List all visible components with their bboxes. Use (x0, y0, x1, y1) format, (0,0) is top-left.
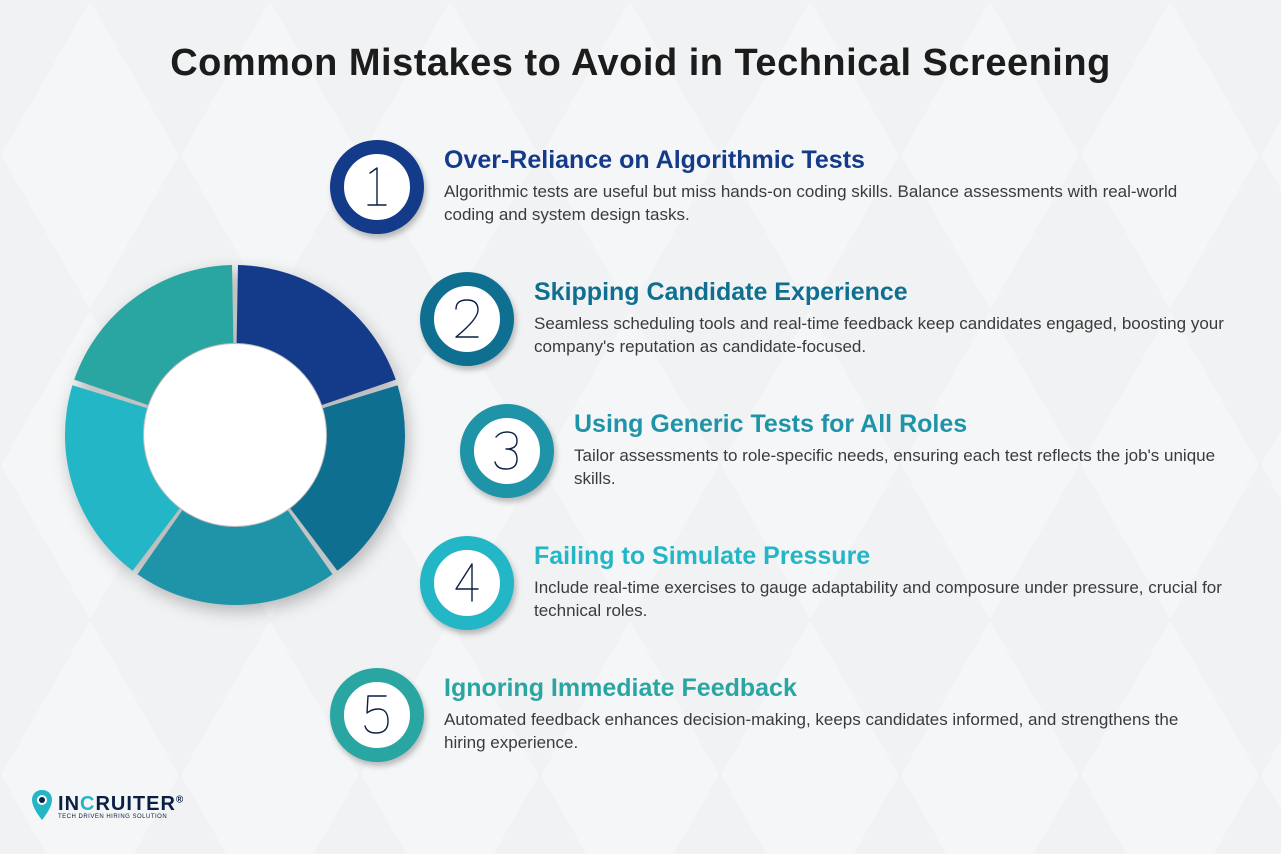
list-item: Skipping Candidate Experience Seamless sc… (420, 272, 1260, 366)
item-title: Using Generic Tests for All Roles (574, 410, 1260, 439)
logo-letter: C (80, 793, 95, 815)
brand-logo: INCRUITER® TECH DRIVEN HIRING SOLUTION (32, 790, 184, 820)
logo-letter: R (95, 793, 110, 815)
list-item: Using Generic Tests for All Roles Tailor … (460, 404, 1260, 498)
logo-tagline: TECH DRIVEN HIRING SOLUTION (58, 814, 184, 820)
number-badge (460, 404, 554, 498)
number-badge (330, 140, 424, 234)
item-title: Skipping Candidate Experience (534, 278, 1260, 307)
item-body: Seamless scheduling tools and real-time … (534, 313, 1260, 359)
number-badge (420, 272, 514, 366)
item-title: Failing to Simulate Pressure (534, 542, 1260, 571)
number-badge (420, 536, 514, 630)
item-body: Automated feedback enhances decision-mak… (444, 709, 1204, 755)
list-item: Ignoring Immediate Feedback Automated fee… (330, 668, 1260, 762)
logo-letter: UITER (111, 793, 176, 815)
list-item: Over-Reliance on Algorithmic Tests Algori… (330, 140, 1260, 234)
number-badge (330, 668, 424, 762)
list-item: Failing to Simulate Pressure Include real… (420, 536, 1260, 630)
logo-letter: N (65, 793, 80, 815)
logo-wordmark: INCRUITER® (58, 793, 184, 816)
item-body: Algorithmic tests are useful but miss ha… (444, 181, 1204, 227)
item-title: Ignoring Immediate Feedback (444, 674, 1204, 703)
logo-pin-icon (32, 790, 52, 820)
item-title: Over-Reliance on Algorithmic Tests (444, 146, 1204, 175)
registered-mark: ® (176, 794, 184, 805)
page-title: Common Mistakes to Avoid in Technical Sc… (0, 42, 1281, 85)
items-list: Over-Reliance on Algorithmic Tests Algori… (320, 140, 1260, 800)
item-body: Tailor assessments to role-specific need… (574, 445, 1260, 491)
item-body: Include real-time exercises to gauge ada… (534, 577, 1260, 623)
